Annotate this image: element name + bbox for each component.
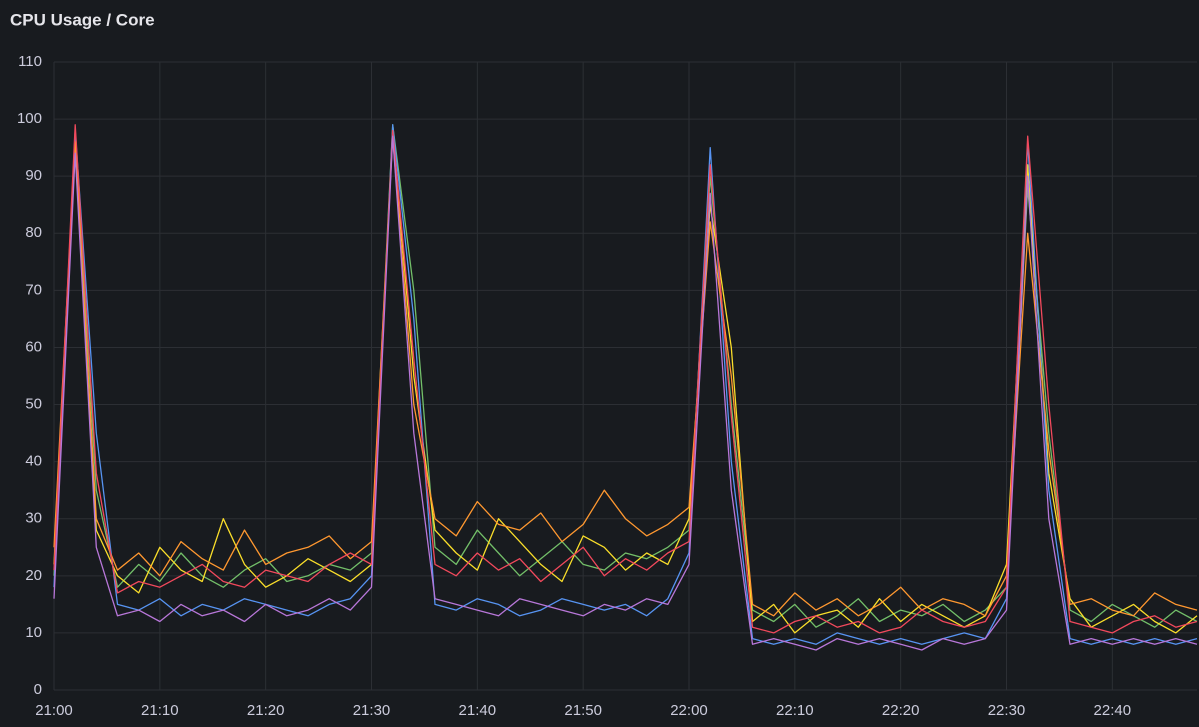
series-line <box>53 135 1198 651</box>
x-tick-label: 21:40 <box>459 702 497 719</box>
series-line <box>53 129 1198 634</box>
y-tick-label: 30 <box>25 510 42 527</box>
y-tick-label: 40 <box>25 453 42 470</box>
x-tick-label: 22:10 <box>776 702 814 719</box>
y-tick-label: 110 <box>18 53 42 70</box>
series-line <box>53 124 1198 634</box>
y-tick-label: 10 <box>25 624 42 641</box>
x-tick-label: 22:20 <box>882 702 920 719</box>
y-tick-label: 90 <box>25 167 42 184</box>
x-tick-label: 22:00 <box>670 702 708 719</box>
x-tick-label: 21:50 <box>564 702 602 719</box>
y-tick-label: 50 <box>25 396 42 413</box>
x-tick-label: 22:40 <box>1094 702 1132 719</box>
x-tick-label: 22:30 <box>988 702 1026 719</box>
chart-title: CPU Usage / Core <box>10 10 155 29</box>
y-tick-label: 0 <box>34 681 42 698</box>
y-tick-label: 20 <box>25 567 42 584</box>
y-tick-label: 100 <box>17 110 42 127</box>
y-tick-label: 80 <box>25 224 42 241</box>
x-tick-label: 21:00 <box>35 702 73 719</box>
x-tick-label: 21:20 <box>247 702 285 719</box>
y-tick-label: 70 <box>25 281 42 298</box>
x-tick-label: 21:30 <box>353 702 391 719</box>
y-tick-label: 60 <box>25 338 42 355</box>
x-tick-label: 21:10 <box>141 702 179 719</box>
